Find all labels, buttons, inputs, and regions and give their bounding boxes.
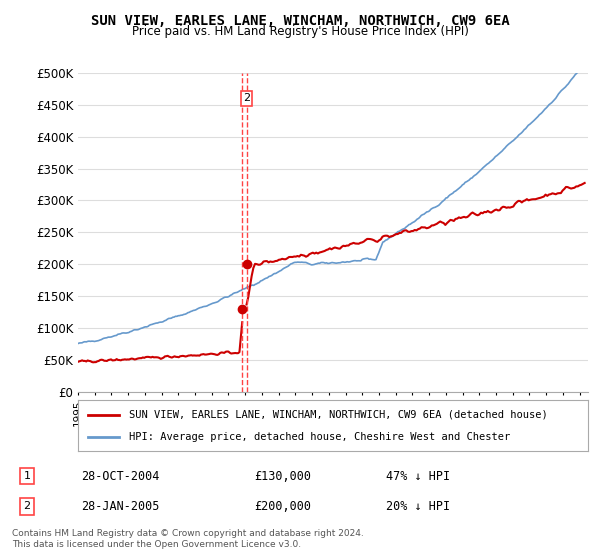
Text: SUN VIEW, EARLES LANE, WINCHAM, NORTHWICH, CW9 6EA (detached house): SUN VIEW, EARLES LANE, WINCHAM, NORTHWIC… xyxy=(129,409,548,419)
Text: 28-OCT-2004: 28-OCT-2004 xyxy=(81,469,160,483)
Text: 1: 1 xyxy=(23,471,31,481)
Text: Contains HM Land Registry data © Crown copyright and database right 2024.
This d: Contains HM Land Registry data © Crown c… xyxy=(12,529,364,549)
Text: SUN VIEW, EARLES LANE, WINCHAM, NORTHWICH, CW9 6EA: SUN VIEW, EARLES LANE, WINCHAM, NORTHWIC… xyxy=(91,14,509,28)
Text: 2: 2 xyxy=(23,501,31,511)
Text: 20% ↓ HPI: 20% ↓ HPI xyxy=(386,500,451,513)
Text: 28-JAN-2005: 28-JAN-2005 xyxy=(81,500,160,513)
Text: 2: 2 xyxy=(243,94,250,104)
Text: HPI: Average price, detached house, Cheshire West and Chester: HPI: Average price, detached house, Ches… xyxy=(129,432,510,442)
Text: £200,000: £200,000 xyxy=(254,500,311,513)
Text: 47% ↓ HPI: 47% ↓ HPI xyxy=(386,469,451,483)
Text: £130,000: £130,000 xyxy=(254,469,311,483)
Text: Price paid vs. HM Land Registry's House Price Index (HPI): Price paid vs. HM Land Registry's House … xyxy=(131,25,469,38)
